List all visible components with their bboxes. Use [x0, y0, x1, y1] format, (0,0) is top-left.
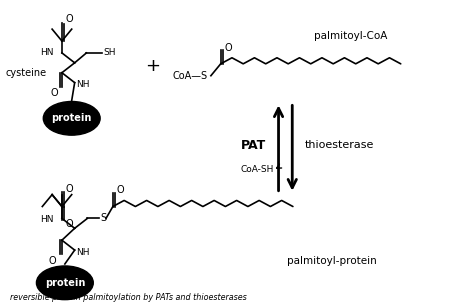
Text: O: O [66, 219, 73, 229]
Text: S: S [100, 214, 106, 223]
Text: O: O [66, 184, 73, 194]
Text: O: O [48, 256, 56, 266]
Text: O: O [50, 88, 58, 98]
Ellipse shape [43, 102, 100, 135]
Ellipse shape [36, 266, 93, 300]
Text: palmitoyl-protein: palmitoyl-protein [287, 256, 376, 266]
Text: O: O [225, 43, 232, 53]
Text: O: O [117, 185, 125, 195]
Text: HN: HN [41, 48, 54, 57]
Text: cysteine: cysteine [5, 68, 46, 78]
Text: SH: SH [103, 48, 116, 57]
Text: +: + [146, 57, 161, 75]
Text: protein: protein [45, 278, 85, 288]
Text: protein: protein [52, 113, 92, 123]
Text: reversible protein palmitoylation by PATs and thioesterases: reversible protein palmitoylation by PAT… [10, 292, 246, 302]
Text: O: O [66, 14, 73, 24]
Text: NH: NH [77, 248, 90, 257]
Text: NH: NH [77, 80, 90, 89]
Text: palmitoyl-CoA: palmitoyl-CoA [314, 31, 388, 41]
Text: CoA-SH: CoA-SH [240, 165, 273, 174]
Text: thioesterase: thioesterase [305, 140, 374, 150]
Text: PAT: PAT [240, 138, 266, 152]
Text: HN: HN [41, 215, 54, 224]
Text: CoA—S: CoA—S [173, 71, 208, 81]
